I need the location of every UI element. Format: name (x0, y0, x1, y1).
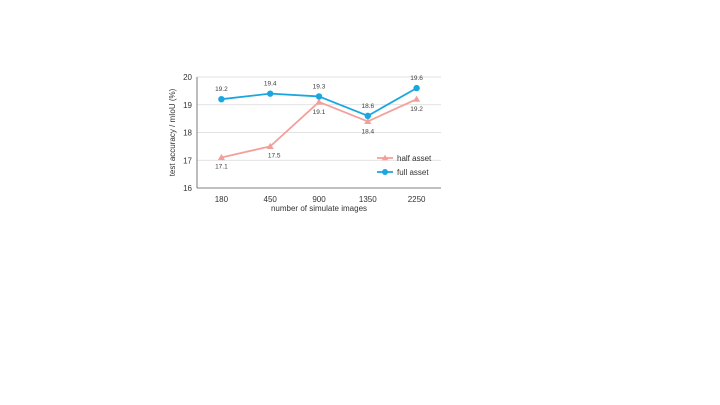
x-tick-label: 1350 (359, 195, 377, 204)
x-axis-label: number of simulate images (271, 204, 367, 213)
data-label: 17.1 (215, 163, 228, 170)
y-tick-label: 16 (183, 184, 192, 193)
data-point (413, 84, 420, 92)
y-tick-label: 19 (183, 101, 192, 110)
x-tick-label: 900 (312, 195, 326, 204)
data-label: 18.6 (361, 103, 374, 110)
data-point (267, 90, 274, 97)
y-tick-labels: 16 17 18 19 20 (183, 73, 192, 193)
series-full-asset: 19.2 19.4 19.3 18.6 19.6 (215, 75, 423, 120)
y-tick-label: 18 (183, 129, 192, 138)
data-point (266, 142, 274, 149)
data-point (364, 112, 371, 120)
series-layer: 17.1 17.5 19.1 18.4 19.2 19.2 19.4 19.3 18.6 19.6 (215, 75, 423, 170)
y-tick-label: 17 (183, 156, 192, 165)
legend-item-full-asset: full asset (377, 168, 429, 177)
x-tick-label: 2250 (408, 195, 426, 204)
data-point (315, 98, 323, 105)
legend-label-full-asset: full asset (397, 168, 429, 177)
x-tick-labels: 180 450 900 1350 2250 (215, 195, 426, 204)
data-label: 19.2 (215, 86, 228, 93)
series-half-asset: 17.1 17.5 19.1 18.4 19.2 (215, 95, 423, 170)
legend-marker-circle (382, 169, 388, 175)
data-label: 18.4 (361, 128, 374, 135)
grid-layer (197, 76, 441, 161)
legend-label-half-asset: half asset (397, 154, 432, 163)
series-line (221, 98, 417, 159)
data-label: 17.5 (268, 152, 281, 159)
data-point (315, 93, 323, 100)
data-label: 19.1 (313, 109, 326, 116)
x-tick-label: 450 (264, 195, 278, 204)
data-point (218, 96, 225, 103)
y-tick-label: 20 (183, 73, 192, 82)
data-point (364, 117, 372, 124)
legend-marker-triangle (381, 154, 389, 161)
axis-layer: 16 17 18 19 20 180 450 900 1350 2250 test accura… (168, 73, 441, 213)
data-point (217, 153, 225, 161)
data-label: 19.2 (410, 106, 423, 113)
data-point (413, 95, 421, 102)
data-label: 19.3 (313, 83, 326, 90)
x-tick-label: 180 (215, 195, 229, 204)
legend: half asset full asset (377, 154, 432, 177)
legend-item-half-asset: half asset (377, 154, 432, 163)
data-label: 19.4 (264, 81, 277, 88)
y-axis-label: test accuracy / mIoU (%) (168, 88, 177, 176)
data-label: 19.6 (410, 75, 423, 82)
